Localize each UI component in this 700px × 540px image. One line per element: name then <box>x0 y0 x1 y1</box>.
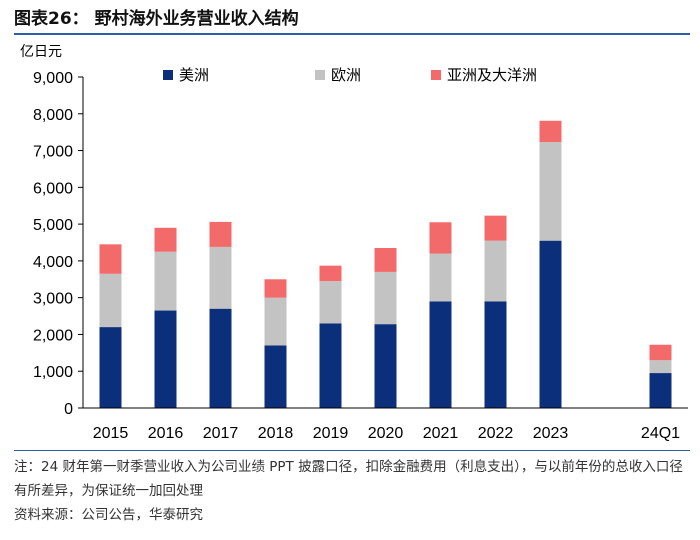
y-tick-label: 9,000 <box>33 70 73 87</box>
bar-0-3 <box>264 345 287 408</box>
x-tick-label: 2023 <box>533 425 569 442</box>
bar-1-4 <box>319 281 342 324</box>
y-tick-label: 5,000 <box>33 217 73 234</box>
chart-area: 亿日元 0 1,000 2,000 3,000 4,000 5,000 6,000 7,000 8… <box>0 36 700 446</box>
bar-0-0 <box>99 327 122 408</box>
bar-2-7 <box>484 215 507 241</box>
bar-1-0 <box>99 273 122 328</box>
bar-2-10 <box>649 344 672 361</box>
bar-0-5 <box>374 324 397 408</box>
bar-2-1 <box>154 227 177 252</box>
x-tick-label: 2016 <box>148 425 184 442</box>
y-tick-label: 2,000 <box>33 327 73 344</box>
y-axis-unit-label: 亿日元 <box>20 43 62 59</box>
x-tick-label: 2022 <box>478 425 514 442</box>
bar-0-4 <box>319 323 342 408</box>
bar-1-8 <box>539 142 562 241</box>
x-tick-label: 2017 <box>203 425 239 442</box>
title-divider <box>14 33 690 35</box>
bar-1-10 <box>649 360 672 374</box>
y-tick-label: 6,000 <box>33 180 73 197</box>
bar-1-1 <box>154 251 177 311</box>
x-tick-label: 2018 <box>258 425 294 442</box>
footnote: 注：24 财年第一财季营业收入为公司业绩 PPT 披露口径，扣除金融费用（利息支… <box>14 459 683 499</box>
x-tick-label: 2019 <box>313 425 349 442</box>
y-tick-label: 8,000 <box>33 107 73 124</box>
bar-0-8 <box>539 240 562 408</box>
y-tick-label: 0 <box>64 401 73 418</box>
y-tick-label: 4,000 <box>33 254 73 271</box>
source-note: 资料来源：公司公告，华泰研究 <box>14 507 203 523</box>
bar-1-2 <box>209 246 232 309</box>
bar-0-7 <box>484 301 507 408</box>
y-tick-label: 1,000 <box>33 364 73 381</box>
bar-2-4 <box>319 265 342 282</box>
y-tick-label: 3,000 <box>33 291 73 308</box>
footer-divider <box>14 450 690 451</box>
legend-label: 美洲 <box>179 67 209 84</box>
bar-0-6 <box>429 301 452 408</box>
x-tick-label: 2020 <box>368 425 404 442</box>
legend-label: 欧洲 <box>331 67 361 84</box>
x-tick-label: 2021 <box>423 425 459 442</box>
legend-swatch <box>163 70 173 80</box>
y-tick-label: 7,000 <box>33 144 73 161</box>
bar-1-7 <box>484 240 507 302</box>
bar-0-1 <box>154 310 177 408</box>
legend-swatch <box>315 70 325 80</box>
bar-2-0 <box>99 244 122 274</box>
bar-0-2 <box>209 308 232 408</box>
x-tick-label: 2015 <box>93 425 129 442</box>
legend-label: 亚洲及大洋洲 <box>447 67 537 84</box>
bar-0-10 <box>649 373 672 408</box>
bar-2-6 <box>429 222 452 254</box>
bar-1-6 <box>429 253 452 302</box>
x-tick-label: 24Q1 <box>641 425 680 442</box>
legend-swatch <box>431 70 441 80</box>
bar-2-3 <box>264 279 287 298</box>
bar-1-3 <box>264 297 287 346</box>
bar-2-2 <box>209 221 232 247</box>
bar-2-8 <box>539 120 562 143</box>
chart-title: 图表26： 野村海外业务营业收入结构 <box>14 9 299 29</box>
bar-2-5 <box>374 248 397 272</box>
stacked-bar-chart: 亿日元 0 1,000 2,000 3,000 4,000 5,000 6,000 7,000 8… <box>20 43 688 442</box>
bar-1-5 <box>374 271 397 325</box>
